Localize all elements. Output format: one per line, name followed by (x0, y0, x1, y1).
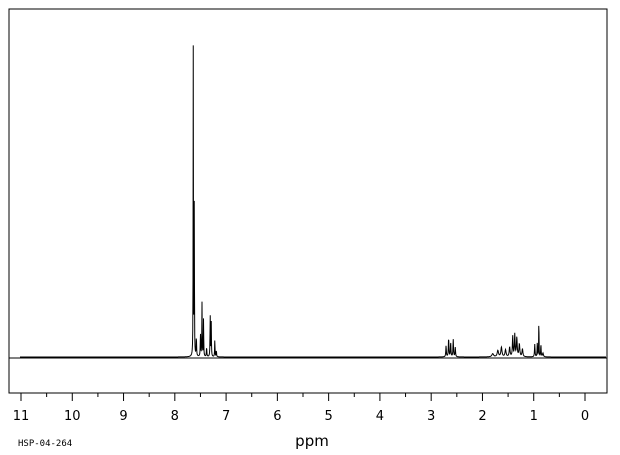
x-tick-label: 9 (119, 409, 127, 424)
x-axis-label: ppm (295, 432, 329, 450)
x-tick-label: 4 (376, 409, 384, 424)
x-tick-label: 6 (273, 409, 281, 424)
x-tick-label: 3 (427, 409, 435, 424)
x-tick-label: 11 (13, 409, 30, 424)
x-axis-tick-labels: 11 10 9 8 7 6 5 4 3 2 1 0 (13, 409, 589, 424)
x-tick-label: 1 (530, 409, 538, 424)
spectrum-series-line (20, 45, 606, 358)
x-tick-label: 5 (324, 409, 332, 424)
plot-frame (8, 8, 608, 394)
x-axis-ticks (20, 393, 586, 401)
x-tick-label: 8 (171, 409, 179, 424)
x-tick-label: 10 (64, 409, 81, 424)
x-tick-label: 7 (222, 409, 230, 424)
x-tick-label: 0 (581, 409, 589, 424)
x-tick-label: 2 (478, 409, 486, 424)
sample-id-label: HSP-04-264 (18, 439, 72, 449)
